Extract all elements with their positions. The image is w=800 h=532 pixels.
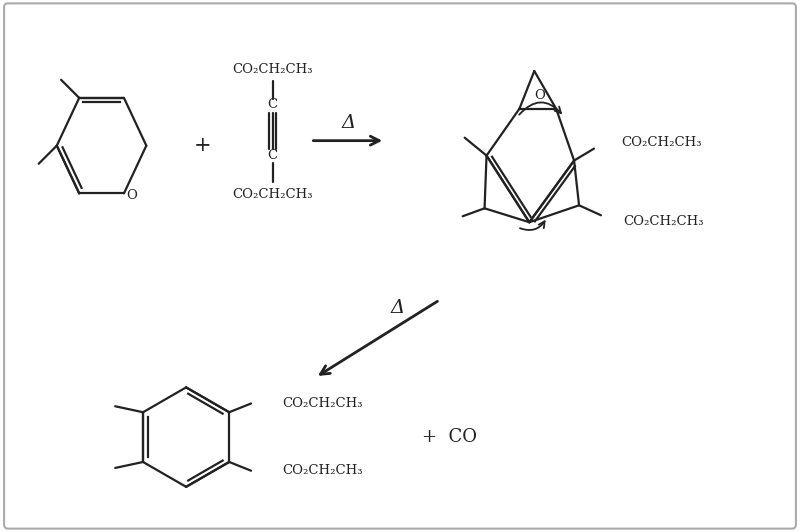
Text: CO₂CH₂CH₃: CO₂CH₂CH₃	[233, 63, 313, 76]
Text: C: C	[268, 149, 278, 162]
Text: Δ: Δ	[342, 114, 355, 132]
Text: +: +	[194, 136, 212, 155]
Text: CO₂CH₂CH₃: CO₂CH₂CH₃	[282, 464, 363, 477]
Text: O: O	[534, 89, 545, 102]
Text: O: O	[126, 189, 138, 202]
Text: CO₂CH₂CH₃: CO₂CH₂CH₃	[622, 136, 702, 149]
Text: CO₂CH₂CH₃: CO₂CH₂CH₃	[233, 188, 313, 201]
Text: CO₂CH₂CH₃: CO₂CH₂CH₃	[282, 397, 363, 410]
FancyBboxPatch shape	[4, 3, 796, 529]
Text: C: C	[268, 98, 278, 111]
Text: Δ: Δ	[391, 299, 405, 317]
Text: +  CO: + CO	[422, 428, 478, 446]
Text: CO₂CH₂CH₃: CO₂CH₂CH₃	[623, 215, 704, 228]
